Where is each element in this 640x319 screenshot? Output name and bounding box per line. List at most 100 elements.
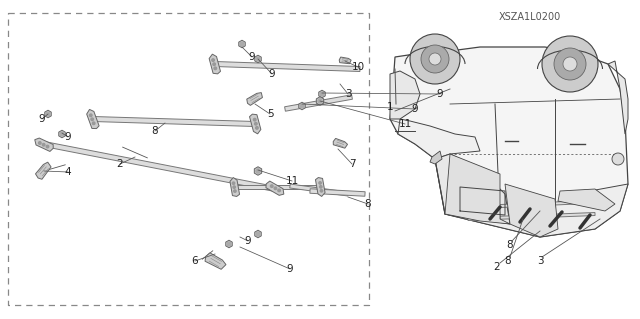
Polygon shape [316,97,324,105]
Polygon shape [44,142,275,191]
Polygon shape [255,55,261,63]
Text: 11: 11 [398,119,412,129]
Circle shape [227,242,231,246]
Circle shape [46,112,50,116]
Polygon shape [608,61,628,134]
Circle shape [213,63,216,65]
Circle shape [232,182,235,184]
Text: 6: 6 [192,256,198,266]
Text: 9: 9 [244,236,252,246]
Circle shape [410,34,460,84]
Circle shape [240,42,244,46]
Text: 1: 1 [387,102,394,112]
Polygon shape [445,184,628,237]
Polygon shape [398,119,480,159]
Circle shape [255,122,257,125]
Polygon shape [247,93,262,105]
Polygon shape [299,102,305,110]
Polygon shape [250,114,261,134]
Text: 4: 4 [65,167,71,177]
Polygon shape [339,57,351,64]
Circle shape [256,57,260,61]
Circle shape [319,182,321,184]
Text: 10: 10 [351,62,365,72]
Polygon shape [333,138,348,148]
Text: 3: 3 [345,89,351,99]
Polygon shape [390,47,628,237]
Polygon shape [59,130,65,138]
Text: 8: 8 [152,126,158,136]
Text: 2: 2 [116,159,124,169]
Circle shape [42,144,45,146]
Polygon shape [235,185,320,189]
Text: 9: 9 [412,104,419,114]
Polygon shape [319,90,325,98]
Text: 7: 7 [349,159,355,169]
Circle shape [421,45,449,73]
Text: 11: 11 [285,176,299,186]
Text: 9: 9 [65,132,71,142]
Polygon shape [255,230,261,238]
Polygon shape [215,62,360,71]
Circle shape [612,153,624,165]
Polygon shape [310,189,365,196]
Polygon shape [290,184,348,196]
Polygon shape [266,181,284,195]
Polygon shape [35,138,53,152]
Circle shape [38,142,41,144]
Polygon shape [505,184,558,237]
Polygon shape [558,189,615,211]
Text: 8: 8 [507,240,513,250]
Text: XSZA1L0200: XSZA1L0200 [499,12,561,22]
Text: 9: 9 [269,69,275,79]
Text: 9: 9 [249,52,255,62]
Circle shape [554,48,586,80]
Polygon shape [239,40,245,48]
Polygon shape [285,95,353,111]
Text: 9: 9 [436,89,444,99]
Polygon shape [435,154,510,224]
Polygon shape [390,71,420,119]
Circle shape [271,185,273,188]
Circle shape [318,99,322,103]
Polygon shape [230,178,239,197]
Polygon shape [430,151,442,164]
Text: 9: 9 [38,114,45,124]
Text: 8: 8 [365,199,371,209]
Polygon shape [209,54,221,74]
Polygon shape [445,154,510,224]
Polygon shape [468,212,595,220]
Circle shape [255,127,258,129]
Polygon shape [480,199,608,209]
Circle shape [91,118,93,121]
Circle shape [429,53,441,65]
Polygon shape [93,116,255,127]
Polygon shape [316,178,325,197]
Polygon shape [226,240,232,248]
Text: 5: 5 [267,109,273,119]
Text: 9: 9 [287,264,293,274]
Circle shape [214,67,216,70]
Circle shape [92,122,95,124]
Polygon shape [205,253,226,269]
Polygon shape [35,162,51,179]
Circle shape [319,186,322,188]
Circle shape [256,169,260,173]
Polygon shape [45,110,51,118]
Circle shape [233,186,236,188]
Circle shape [563,57,577,71]
Circle shape [46,145,49,148]
Circle shape [274,187,276,189]
Circle shape [90,114,92,116]
Polygon shape [86,109,99,129]
Circle shape [212,59,214,61]
Text: 3: 3 [537,256,543,266]
Circle shape [320,92,324,96]
Circle shape [300,104,304,108]
Circle shape [60,132,64,136]
Text: 8: 8 [505,256,511,266]
Text: 2: 2 [493,262,500,272]
Circle shape [278,189,280,192]
Polygon shape [254,167,262,175]
Circle shape [253,118,256,121]
